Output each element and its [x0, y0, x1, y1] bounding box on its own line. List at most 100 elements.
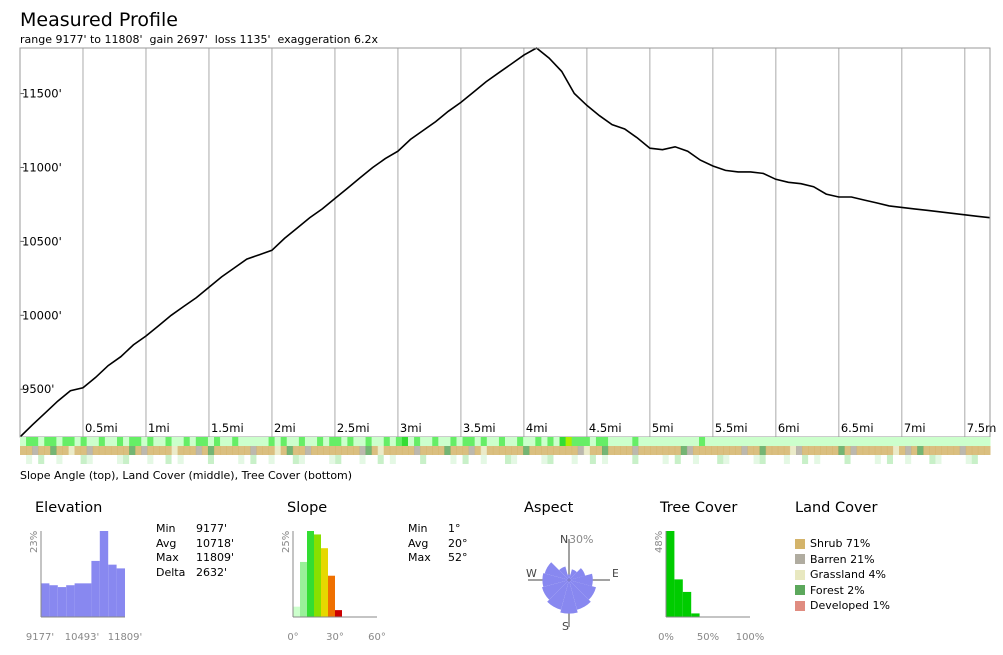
landcover-strip-cell: [541, 446, 548, 455]
slope-strip-cell: [802, 437, 809, 446]
treecover-strip-cell: [711, 455, 718, 464]
y-tick-label: 10000': [22, 308, 62, 322]
landcover-strip-cell: [523, 446, 530, 455]
legend-swatch: [795, 554, 805, 565]
slope-strip-cell: [474, 437, 482, 446]
slope-strip-cell: [899, 437, 906, 446]
plot-frame: [19, 47, 991, 438]
slope-strip-cell: [971, 437, 979, 446]
treecover-strip-cell: [117, 455, 124, 464]
slope-strip-cell: [462, 437, 470, 446]
slope-strip-cell: [832, 437, 839, 446]
slope-strip-cell: [729, 437, 736, 446]
landcover-strip-cell: [559, 446, 567, 455]
slope-strip-cell: [220, 437, 227, 446]
slope-strip-cell: [183, 437, 191, 446]
slope-strip-cell: [814, 437, 821, 446]
slope-strip-cell: [141, 437, 148, 446]
landcover-strip-cell: [371, 446, 379, 455]
slope-strip-cell: [395, 437, 403, 446]
legend-item: Shrub 71%: [795, 536, 890, 552]
histogram-bar: [328, 575, 335, 617]
histogram-bar: [293, 606, 300, 617]
slope-strip-cell: [820, 437, 827, 446]
landcover-strip-cell: [335, 446, 342, 455]
tree-cover-histogram: 48% 0% 50% 100%: [654, 531, 765, 643]
x-tick-label: 0.5mi: [85, 421, 118, 435]
landcover-strip-cell: [262, 446, 270, 455]
landcover-strip-cell: [911, 446, 918, 455]
legend-swatch: [795, 600, 805, 611]
landcover-strip-cell: [32, 446, 39, 455]
treecover-strip-cell: [474, 455, 482, 464]
slope-strip-cell: [189, 437, 197, 446]
aspect-petal: [567, 574, 571, 580]
histogram-bar: [41, 583, 50, 617]
landcover-strip-cell: [377, 446, 385, 455]
landcover-strip-cell: [814, 446, 821, 455]
aspect-n-label: N: [560, 533, 568, 546]
treecover-strip-cell: [747, 455, 755, 464]
histogram-bar: [691, 613, 700, 617]
slope-strip-cell: [620, 437, 627, 446]
treecover-strip-cell: [129, 455, 136, 464]
treecover-strip-cell: [359, 455, 367, 464]
slope-strip-cell: [850, 437, 858, 446]
aspect-petal: [544, 562, 569, 580]
slope-strip-cell: [559, 437, 567, 446]
y-tick-label: 11000': [22, 160, 62, 174]
treecover-strip-cell: [189, 455, 197, 464]
slope-strip-cell: [335, 437, 342, 446]
landcover-strip-cell: [359, 446, 367, 455]
stat-label: Min: [408, 522, 428, 535]
slope-strip-cell: [341, 437, 348, 446]
treecover-strip-cell: [905, 455, 912, 464]
landcover-strip-cell: [110, 446, 118, 455]
slope-strip-cell: [68, 437, 76, 446]
landcover-strip-cell: [480, 446, 488, 455]
slope-strip-cell: [268, 437, 276, 446]
x-tick-label: 6.5mi: [841, 421, 874, 435]
landcover-strip-cell: [686, 446, 694, 455]
slope-strip-cell: [371, 437, 379, 446]
histogram-y-label: 48%: [654, 531, 665, 553]
treecover-strip-cell: [468, 455, 476, 464]
slope-stats: Min 1° Avg 20° Max 52°: [408, 522, 468, 566]
elevation-panel-title: Elevation: [35, 500, 103, 516]
slope-strip-cell: [44, 437, 51, 446]
treecover-strip-cell: [377, 455, 385, 464]
treecover-strip-cell: [535, 455, 542, 464]
landcover-strip-cell: [74, 446, 82, 455]
slope-strip-cell: [674, 437, 682, 446]
landcover-strip-cell: [777, 446, 785, 455]
landcover-strip-cell: [547, 446, 554, 455]
treecover-strip-cell: [347, 455, 354, 464]
treecover-strip-cell: [135, 455, 142, 464]
slope-strip-cell: [153, 437, 160, 446]
histogram-bar: [335, 610, 342, 617]
landcover-strip-cell: [189, 446, 197, 455]
slope-strip-cell: [777, 437, 785, 446]
tree-cover-panel-title: Tree Cover: [660, 500, 738, 516]
landcover-strip-cell: [529, 446, 536, 455]
landcover-strip-cell: [492, 446, 500, 455]
landcover-strip-cell: [450, 446, 457, 455]
slope-strip-cell: [626, 437, 633, 446]
slope-strip-cell: [577, 437, 585, 446]
treecover-strip-cell: [20, 455, 27, 464]
landcover-strip-cell: [438, 446, 445, 455]
slope-strip-cell: [250, 437, 257, 446]
elevation-profile-chart[interactable]: 9500' 10000' 10500' 11000' 11500' 0.5mi 1mi 1.…: [0, 0, 1003, 470]
y-axis-ticks: 9500' 10000' 10500' 11000' 11500': [20, 87, 62, 396]
treecover-strip-cell: [844, 455, 852, 464]
treecover-strip-cell: [183, 455, 191, 464]
treecover-strip-cell: [717, 455, 724, 464]
profile-strips: [20, 437, 991, 464]
histogram-x-tick-label: 10493': [65, 632, 100, 643]
treecover-strip-cell: [341, 455, 348, 464]
treecover-strip-cell: [553, 455, 561, 464]
landcover-strip-cell: [983, 446, 991, 455]
landcover-strip-cell: [874, 446, 882, 455]
slope-strip-cell: [177, 437, 185, 446]
histogram-x-tick-label: 100%: [736, 632, 765, 643]
